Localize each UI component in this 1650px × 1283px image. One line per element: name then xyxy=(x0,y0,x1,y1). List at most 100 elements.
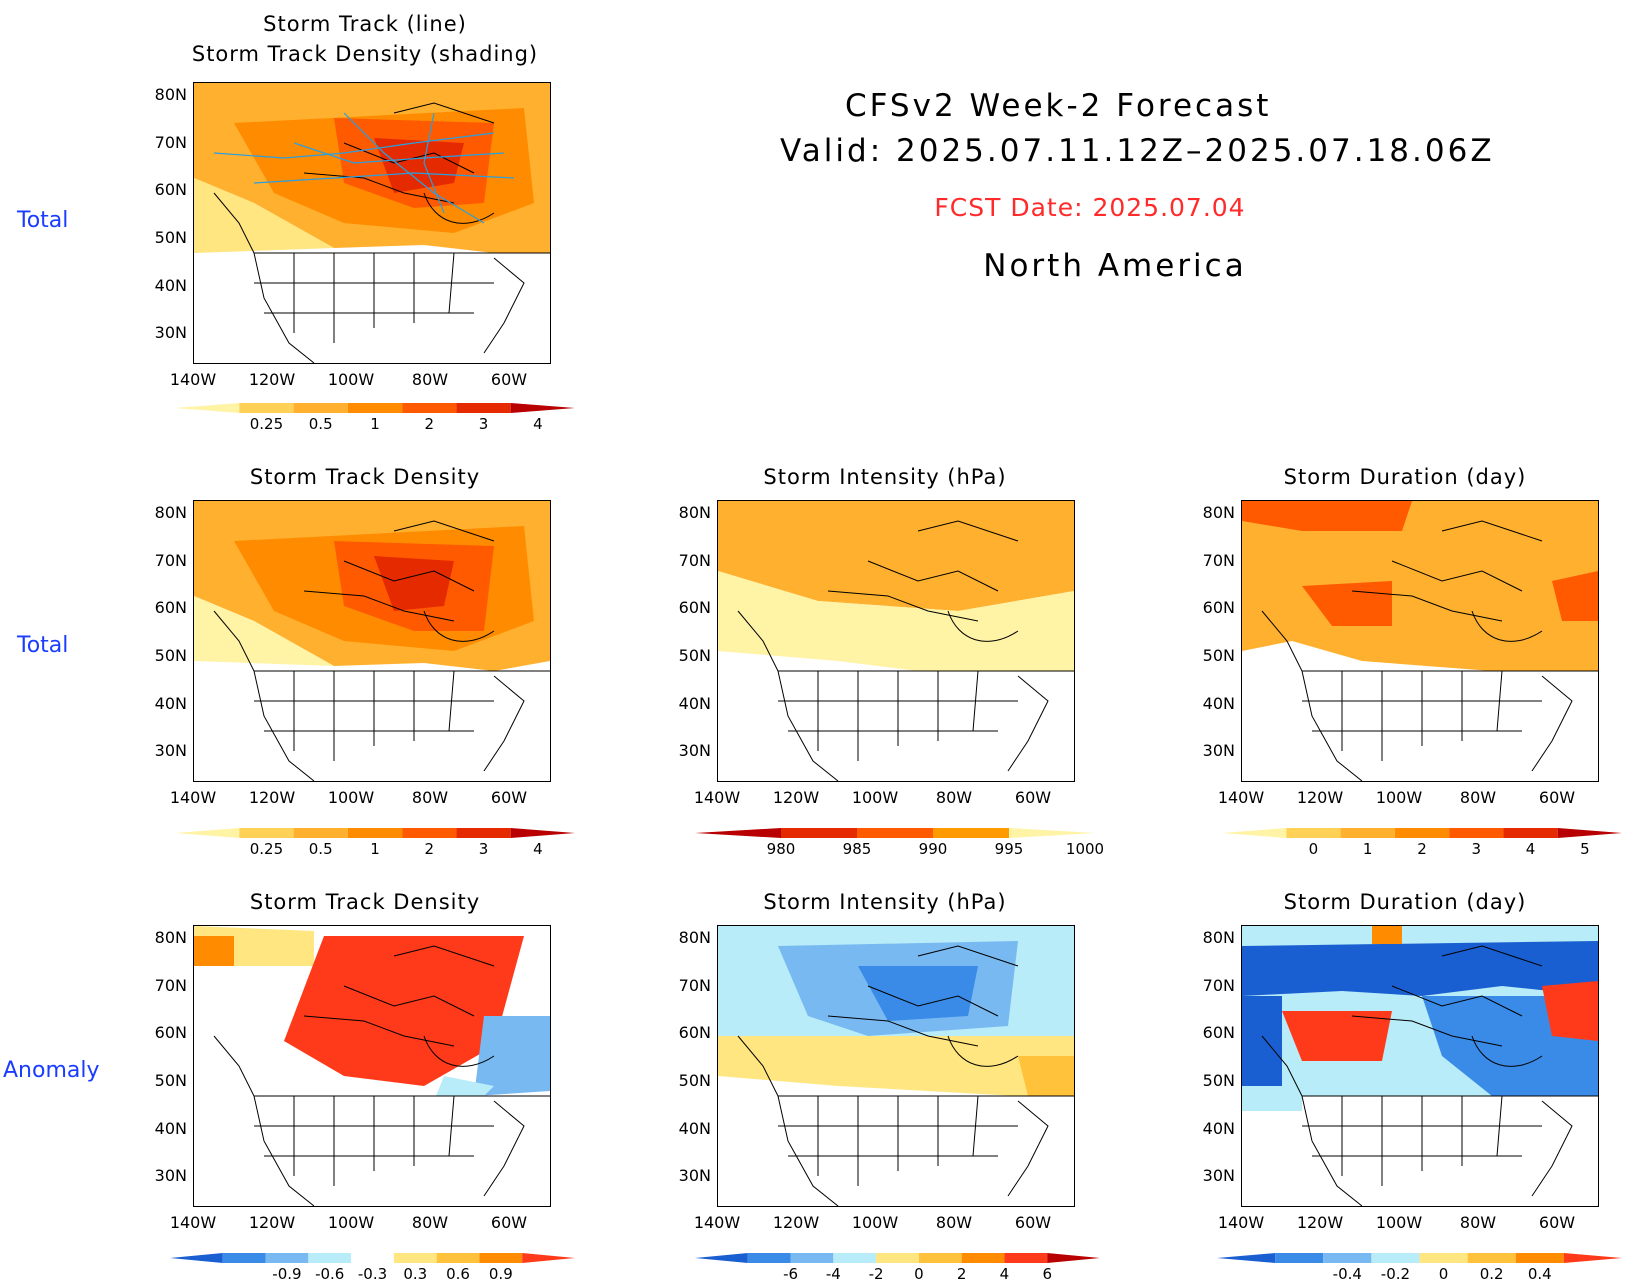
longitude-label: 100W xyxy=(327,370,375,389)
colorbar-label: -6 xyxy=(783,1265,799,1283)
colorbar-svg xyxy=(170,1253,575,1263)
row-label-total-1: Total xyxy=(17,208,69,233)
longitude-label: 120W xyxy=(772,1213,820,1232)
latitude-label: 80N xyxy=(154,85,187,104)
panel-subtitle: Storm Track Density (shading) xyxy=(191,42,539,66)
colorbar: 0.25 0.5 1 2 3 4 xyxy=(175,402,575,433)
colorbar-segment xyxy=(1563,1253,1622,1263)
longitude-label: 80W xyxy=(411,370,449,389)
longitude-label: 120W xyxy=(772,788,820,807)
colorbar-label: -4 xyxy=(825,1265,841,1283)
longitude-label: 140W xyxy=(693,1213,741,1232)
colorbar-segment xyxy=(522,1253,575,1263)
latitude-label: 40N xyxy=(678,694,711,713)
shading-region xyxy=(1018,1056,1074,1096)
longitude-label: 100W xyxy=(327,788,375,807)
longitude-label: 60W xyxy=(1538,1213,1576,1232)
colorbar-label: 2 xyxy=(424,415,435,433)
colorbar-segment xyxy=(695,1253,748,1263)
longitude-label: 100W xyxy=(1375,1213,1423,1232)
map-canvas xyxy=(718,501,1074,781)
colorbar: -6 -4 -2 0 2 4 6 xyxy=(695,1252,1100,1283)
shading-region xyxy=(1372,926,1402,944)
colorbar-segment xyxy=(1419,1253,1468,1263)
colorbar-segment xyxy=(1515,1253,1564,1263)
shading-region xyxy=(718,571,1074,686)
colorbar-segment xyxy=(239,403,294,413)
longitude-label: 80W xyxy=(1459,788,1497,807)
colorbar-label: 0.5 xyxy=(308,840,333,858)
colorbar-label: -0.6 xyxy=(315,1265,345,1283)
boundary-line xyxy=(777,1095,839,1206)
latitude-label: 70N xyxy=(1202,976,1235,995)
boundary-line xyxy=(1531,1100,1573,1197)
boundary-line xyxy=(737,1035,779,1097)
longitude-label: 140W xyxy=(169,788,217,807)
shading-region xyxy=(1542,981,1598,1041)
latitude-label: 70N xyxy=(1202,551,1235,570)
boundary-line xyxy=(1441,520,1543,542)
boundary-line xyxy=(947,610,1019,642)
shading-region xyxy=(194,936,234,966)
boundary-line xyxy=(423,192,495,224)
map-canvas xyxy=(1242,501,1598,781)
longitude-label: 100W xyxy=(1375,788,1423,807)
latitude-label: 60N xyxy=(154,598,187,617)
colorbar-segment xyxy=(1009,828,1095,838)
boundary-line xyxy=(1301,1095,1363,1206)
boundary-line xyxy=(303,590,455,622)
colorbar-label: 0.3 xyxy=(403,1265,428,1283)
colorbar-segment xyxy=(510,828,575,838)
longitude-label: 120W xyxy=(1296,788,1344,807)
boundary-line xyxy=(777,670,839,781)
longitude-label: 60W xyxy=(490,370,528,389)
region-name: North America xyxy=(983,248,1247,284)
colorbar-label: 4 xyxy=(533,415,543,433)
longitude-label: 120W xyxy=(248,788,296,807)
colorbar-segment xyxy=(747,1253,791,1263)
colorbar-segment xyxy=(222,1253,266,1263)
boundary-line xyxy=(423,610,495,642)
boundary-line xyxy=(483,257,525,354)
colorbar-segment xyxy=(265,1253,309,1263)
boundary-line xyxy=(1471,610,1543,642)
colorbar-segment xyxy=(347,828,403,838)
shading-region xyxy=(858,966,978,1021)
latitude-label: 70N xyxy=(154,976,187,995)
longitude-label: 120W xyxy=(1296,1213,1344,1232)
colorbar-segment xyxy=(1323,1253,1372,1263)
panel-title: Storm Track (line) xyxy=(263,12,467,36)
boundary-line xyxy=(947,1035,1019,1067)
latitude-label: 60N xyxy=(1202,1023,1235,1042)
boundary-line xyxy=(213,192,255,254)
colorbar-segment xyxy=(456,828,511,838)
colorbar-label: -2 xyxy=(868,1265,884,1283)
boundary-line xyxy=(827,1015,979,1047)
shading-region xyxy=(194,178,334,253)
map-canvas xyxy=(718,926,1074,1206)
longitude-label: 140W xyxy=(693,788,741,807)
shading-region xyxy=(284,936,524,1086)
colorbar-segment xyxy=(1340,828,1395,838)
boundary-line xyxy=(393,945,495,967)
colorbar-label: 1 xyxy=(1362,840,1373,858)
colorbar-segment xyxy=(1222,828,1287,838)
colorbar-label: 3 xyxy=(478,840,489,858)
boundary-line xyxy=(737,610,779,672)
colorbar-label: 2 xyxy=(424,840,435,858)
colorbar-segment xyxy=(347,403,403,413)
latitude-label: 30N xyxy=(154,1166,187,1185)
colorbar-segment xyxy=(1286,828,1341,838)
colorbar-segment xyxy=(170,1253,223,1263)
colorbar-label: 0 xyxy=(1308,840,1319,858)
colorbar-label: 0.9 xyxy=(488,1265,513,1283)
colorbar-segment xyxy=(781,828,857,838)
shading-region xyxy=(1242,996,1282,1086)
boundary-line xyxy=(1261,1035,1303,1097)
forecast-date: FCST Date: 2025.07.04 xyxy=(934,193,1246,222)
boundary-line xyxy=(213,610,255,672)
colorbar-label: 0.25 xyxy=(249,415,284,433)
us-region xyxy=(778,671,1074,781)
boundary-line xyxy=(867,985,999,1017)
map-frame xyxy=(717,500,1075,782)
